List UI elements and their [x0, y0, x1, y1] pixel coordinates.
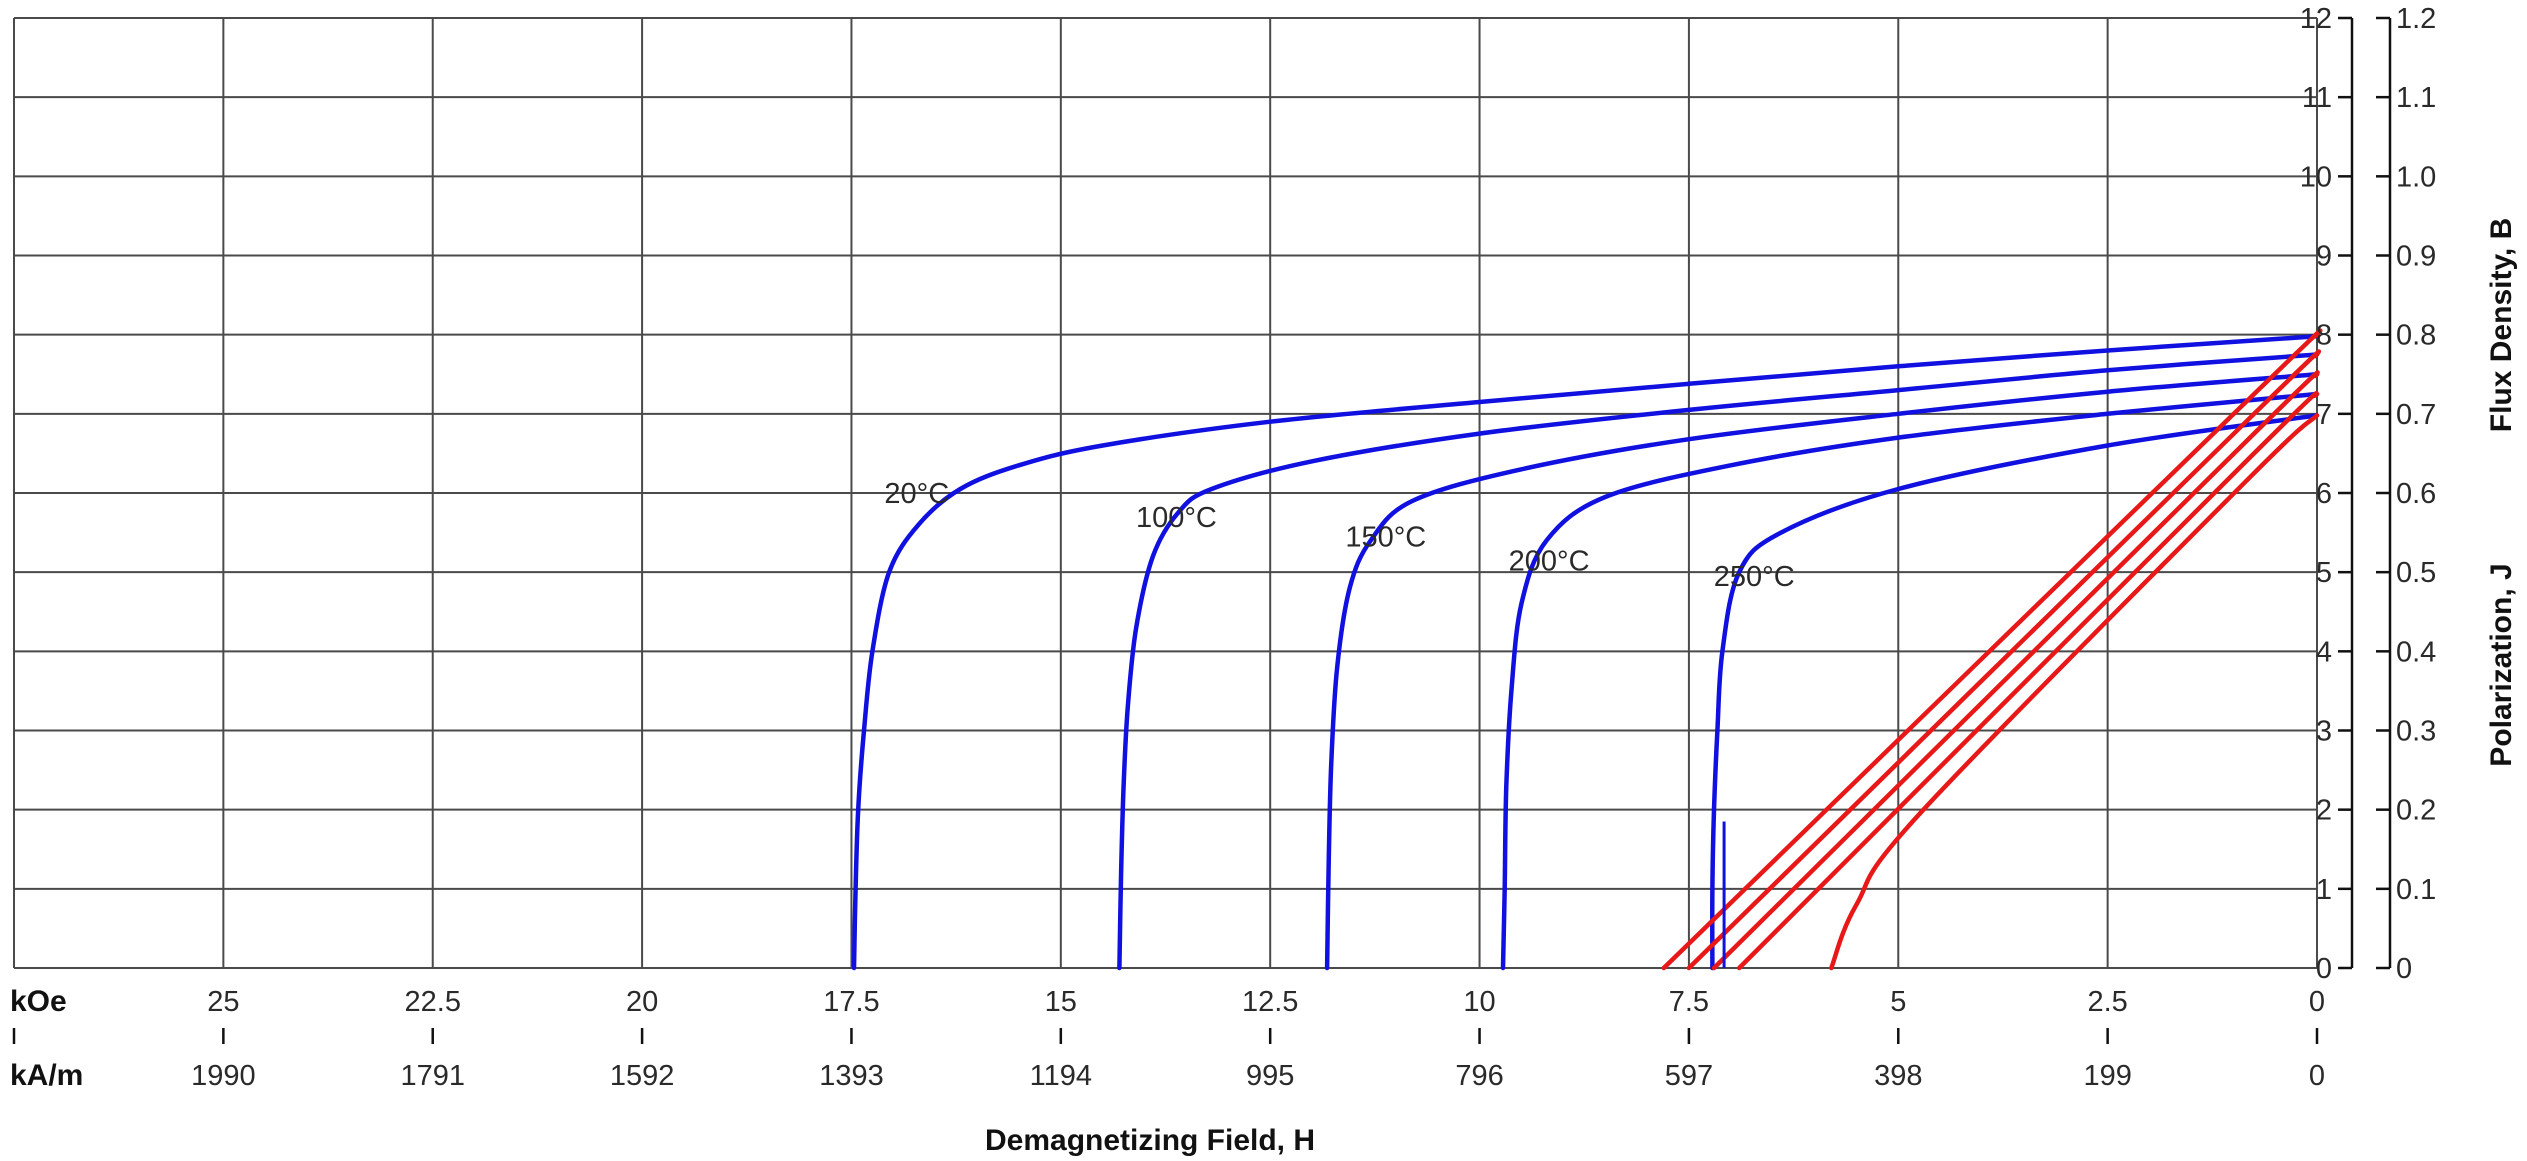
- tick-label-flux: 0.8: [2396, 320, 2436, 352]
- grid-lines: [13, 17, 2318, 969]
- tick-label-flux: 0.5: [2396, 557, 2436, 589]
- x-tick-label-koe: 7.5: [1669, 986, 1709, 1018]
- tick-label-polarization: 1: [2316, 874, 2332, 906]
- tick-label-polarization: 10: [2300, 161, 2332, 193]
- x-tick-label-kam: 398: [1874, 1060, 1922, 1092]
- x-tick-label-kam: 199: [2083, 1060, 2131, 1092]
- flux-density-line-3: [1711, 370, 2320, 971]
- polarization-curve-150c: [1324, 372, 2320, 971]
- tick-label-flux: 0.1: [2396, 874, 2436, 906]
- x-unit-kam: kA/m: [10, 1059, 83, 1092]
- curve-label: 250°C: [1714, 561, 1795, 593]
- y-axis-title-polarization: Polarization, J: [2485, 563, 2518, 766]
- curve-label: 20°C: [884, 478, 949, 510]
- tick-label-flux: 0.2: [2396, 795, 2436, 827]
- x-tick-label-koe: 20: [626, 986, 658, 1018]
- polarization-curve-100c: [1117, 352, 2320, 971]
- flux-density-line-5: [1829, 413, 2320, 971]
- x-tick-label-koe: 12.5: [1242, 986, 1298, 1018]
- tick-label-polarization: 9: [2316, 241, 2332, 273]
- tick-label-polarization: 0: [2316, 953, 2332, 985]
- polarization-curve-200c: [1500, 391, 2320, 971]
- tick-label-polarization: 12: [2300, 3, 2332, 35]
- x-tick-label-kam: 995: [1246, 1060, 1294, 1092]
- x-tick-label-koe: 5: [1890, 986, 1906, 1018]
- x-axis-title: Demagnetizing Field, H: [985, 1124, 1315, 1157]
- tick-label-flux: 0: [2396, 953, 2412, 985]
- tick-labels: 0 01 0.12 0.23 0.34 0.45 0.56 0.67 0.78 0.89 0.910…: [191, 3, 2436, 1092]
- axes: [12, 16, 2392, 1044]
- tick-label-polarization: 6: [2316, 478, 2332, 510]
- x-tick-label-kam: 796: [1455, 1060, 1503, 1092]
- tick-label-polarization: 4: [2316, 636, 2332, 668]
- flux-density-line-4: [1736, 391, 2320, 971]
- tick-label-flux: 1.2: [2396, 3, 2436, 35]
- curve-label: 200°C: [1509, 545, 1590, 577]
- x-tick-label-kam: 597: [1665, 1060, 1713, 1092]
- tick-label-flux: 0.6: [2396, 478, 2436, 510]
- curves: [851, 328, 2323, 971]
- tick-label-flux: 0.3: [2396, 716, 2436, 748]
- tick-label-flux: 1.0: [2396, 161, 2436, 193]
- flux-density-line-2: [1686, 349, 2322, 971]
- tick-label-polarization: 8: [2316, 320, 2332, 352]
- tick-label-flux: 1.1: [2396, 82, 2436, 114]
- x-tick-label-kam: 1393: [819, 1060, 884, 1092]
- tick-label-flux: 0.9: [2396, 241, 2436, 273]
- tick-label-flux: 0.4: [2396, 636, 2436, 668]
- y-axis-title-flux: Flux Density, B: [2485, 218, 2518, 432]
- x-tick-label-koe: 17.5: [823, 986, 879, 1018]
- x-tick-label-kam: 1194: [1030, 1060, 1092, 1092]
- curve-labels: 20°C 100°C 150°C 200°C 250°C: [884, 478, 1794, 593]
- x-tick-label-kam: 0: [2309, 1060, 2325, 1092]
- x-tick-label-kam: 1791: [400, 1060, 465, 1092]
- polarization-curve-20c: [851, 334, 2320, 971]
- x-tick-label-kam: 1990: [191, 1060, 256, 1092]
- tick-label-polarization: 2: [2316, 795, 2332, 827]
- polarization-curve-250c: [1710, 413, 2320, 971]
- x-unit-koe: kOe: [10, 985, 67, 1018]
- tick-label-polarization: 7: [2316, 399, 2332, 431]
- x-tick-label-koe: 15: [1045, 986, 1077, 1018]
- tick-label-polarization: 5: [2316, 557, 2332, 589]
- x-tick-label-koe: 2.5: [2087, 986, 2127, 1018]
- tick-label-flux: 0.7: [2396, 399, 2436, 431]
- tick-label-polarization: 11: [2302, 82, 2332, 114]
- x-tick-label-kam: 1592: [610, 1060, 675, 1092]
- curve-label: 150°C: [1345, 522, 1426, 554]
- x-tick-label-koe: 25: [207, 986, 239, 1018]
- tick-label-polarization: 3: [2316, 716, 2332, 748]
- x-tick-label-koe: 22.5: [405, 986, 461, 1018]
- flux-density-line-1: [1661, 328, 2323, 971]
- x-tick-label-koe: 10: [1463, 986, 1495, 1018]
- x-tick-label-koe: 0: [2309, 986, 2325, 1018]
- curve-label: 100°C: [1136, 502, 1217, 534]
